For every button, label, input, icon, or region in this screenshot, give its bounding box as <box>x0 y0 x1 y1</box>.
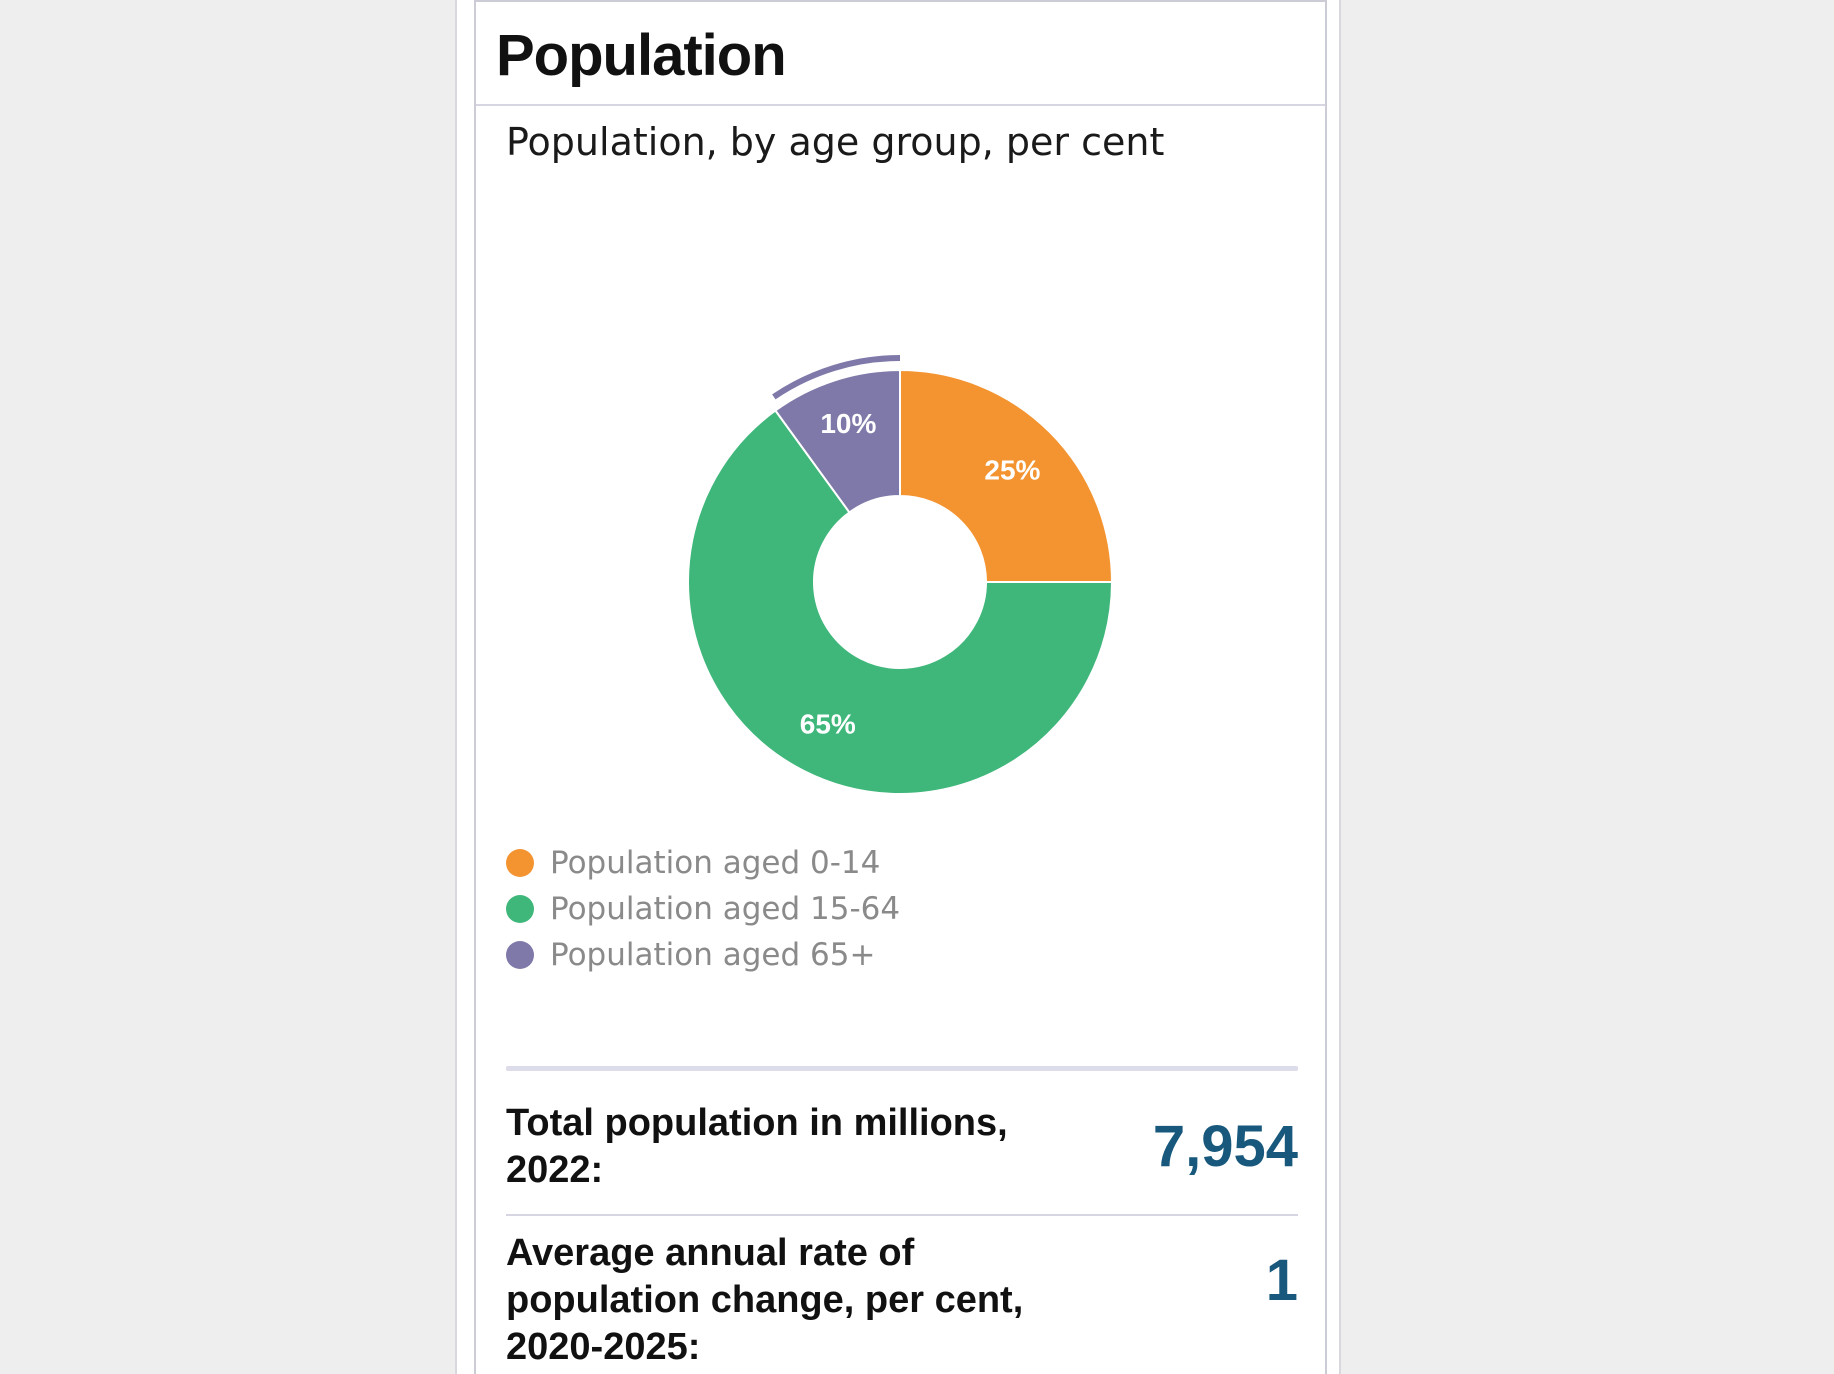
title-divider <box>476 104 1325 106</box>
donut-slice-0[interactable] <box>899 368 1114 583</box>
legend-label-15-64: Population aged 15-64 <box>550 891 901 927</box>
legend-label-0-14: Population aged 0-14 <box>550 845 881 881</box>
chart-legend: Population aged 0-14 Population aged 15-… <box>506 840 900 978</box>
stat-row-total-population: Total population in millions, 2022: 7,95… <box>506 1100 1298 1194</box>
donut-slice-1[interactable] <box>687 409 1114 795</box>
donut-label-1: 65% <box>800 709 856 740</box>
legend-item-15-64[interactable]: Population aged 15-64 <box>506 886 900 932</box>
legend-item-65-plus[interactable]: Population aged 65+ <box>506 932 900 978</box>
stat-row-rate-of-change: Average annual rate of population change… <box>506 1230 1298 1371</box>
donut-chart: 25% 65% 10% <box>687 355 1114 795</box>
legend-item-0-14[interactable]: Population aged 0-14 <box>506 840 900 886</box>
chart-subtitle: Population, by age group, per cent <box>506 120 1165 164</box>
stat-row-divider <box>506 1214 1298 1216</box>
donut-label-0: 25% <box>984 455 1040 486</box>
legend-dot-65-plus <box>506 941 534 969</box>
legend-dot-0-14 <box>506 849 534 877</box>
stat-value-total-population: 7,954 <box>1152 1114 1298 1179</box>
card-title: Population <box>496 23 787 88</box>
stat-label-total-population: Total population in millions, 2022: <box>506 1102 1008 1191</box>
donut-label-2: 10% <box>820 408 876 439</box>
stat-label-rate-of-change: Average annual rate of population change… <box>506 1232 1024 1368</box>
donut-slice-2[interactable] <box>773 368 901 514</box>
stats-divider <box>506 1066 1298 1071</box>
population-card: Population Population, by age group, per… <box>474 0 1327 1374</box>
stat-value-rate-of-change: 1 <box>1265 1248 1298 1313</box>
legend-label-65-plus: Population aged 65+ <box>550 937 876 973</box>
legend-dot-15-64 <box>506 895 534 923</box>
donut-hover-ring <box>772 355 901 400</box>
